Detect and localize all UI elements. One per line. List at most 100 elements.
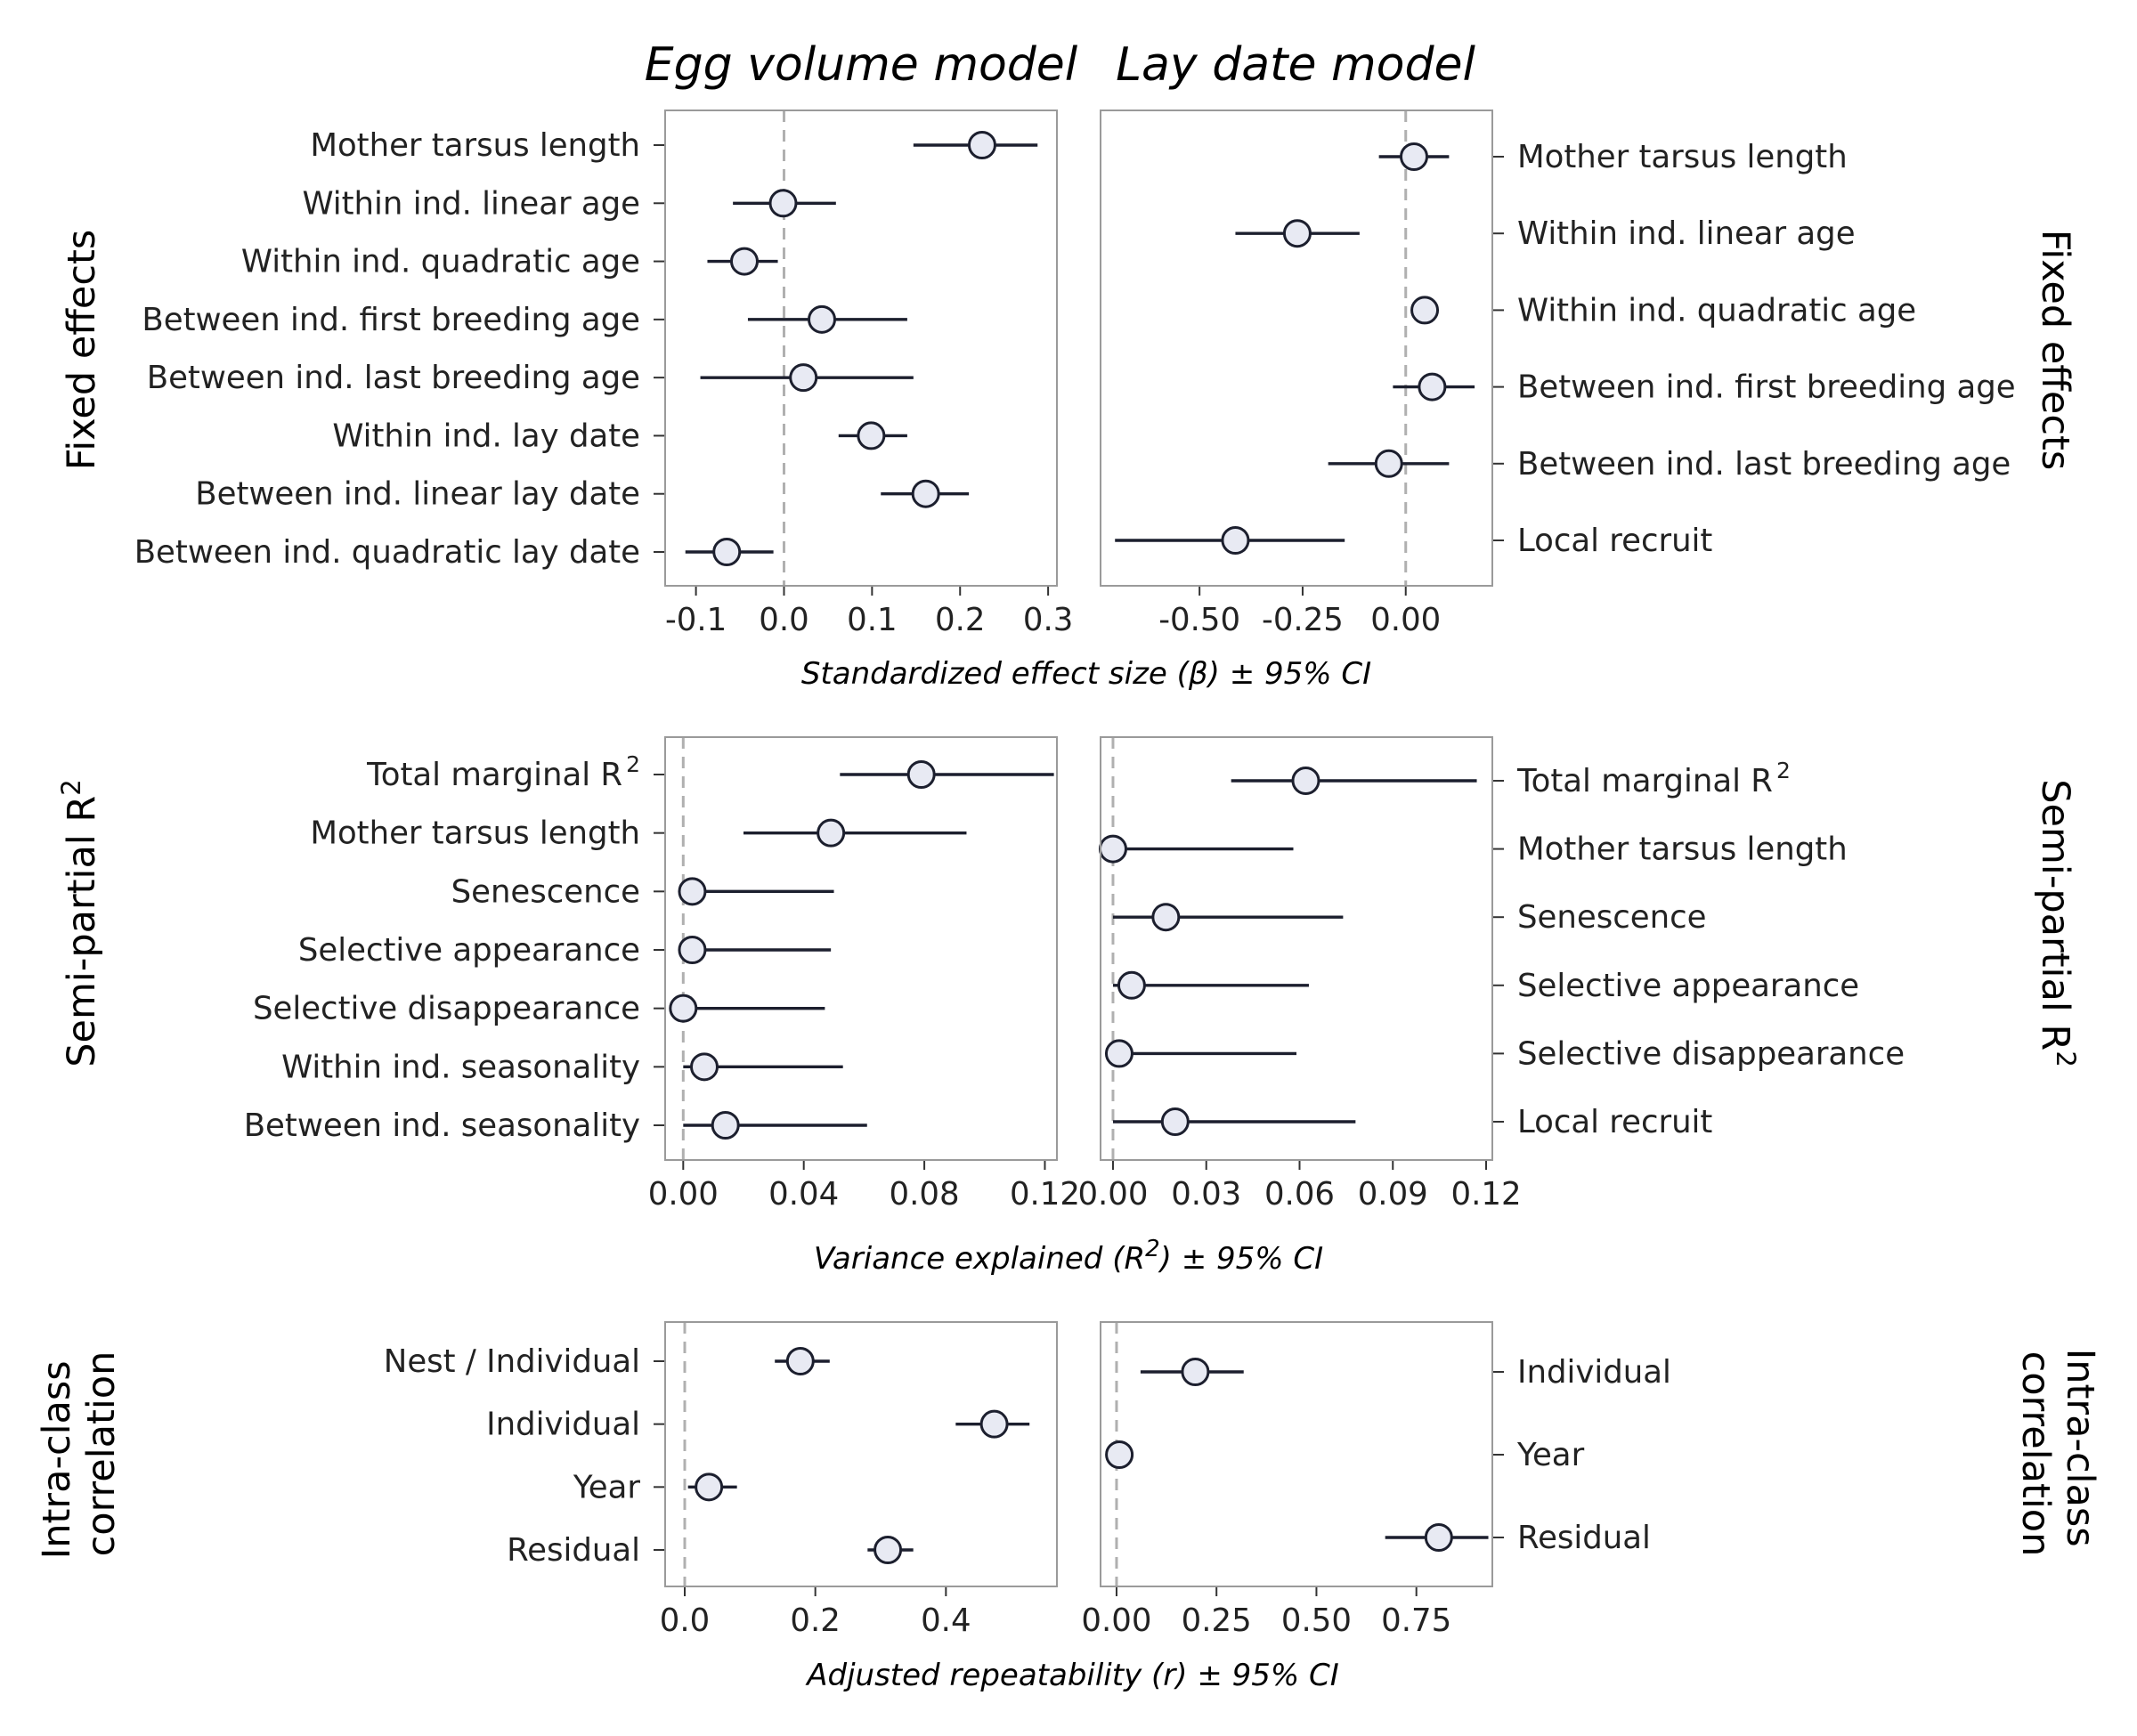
category-label: Within ind. linear age — [302, 185, 640, 222]
category-label: Within ind. lay date — [332, 418, 640, 454]
row-title-icc-right-line2: correlation — [2013, 1351, 2058, 1557]
category-label: Individual — [486, 1407, 640, 1443]
category-label-text: Mother tarsus length — [1517, 831, 1848, 868]
point-estimate — [1374, 449, 1403, 478]
panel-frame — [1100, 1321, 1493, 1587]
point-estimate — [1104, 1039, 1134, 1068]
panels: -0.1 0.0 0.1 0.2 0.3 Mother tarsus length With… — [134, 110, 2016, 1639]
point-estimate — [857, 421, 886, 450]
panel-fixed-effects-egg-volume: -0.1 0.0 0.1 0.2 0.3 Mother tarsus length With… — [134, 110, 1073, 638]
category-label: Mother tarsus length — [1517, 139, 1848, 175]
panel-semi-partial-r2-egg-volume: 0.00 0.04 0.08 0.12 Total marginal R 2 Mother … — [244, 736, 1080, 1213]
col-title-lay-date: Lay date model — [1116, 38, 1475, 92]
point-estimate — [911, 479, 940, 508]
category-label-text: Between ind. last breeding age — [147, 360, 640, 396]
point-estimate — [1117, 970, 1146, 1000]
x-tick-label: 0.1 — [847, 602, 897, 638]
category-label-text: Within ind. linear age — [302, 185, 640, 222]
point-estimate — [906, 760, 936, 789]
point-estimate — [1424, 1523, 1453, 1552]
category-label: Within ind. quadratic age — [1517, 292, 1916, 329]
point-estimate — [817, 818, 846, 848]
point-estimate — [1160, 1107, 1190, 1136]
point-estimate — [1181, 1358, 1210, 1386]
category-label-text: Between ind. first breeding age — [1517, 369, 2016, 406]
panel-frame — [1100, 110, 1493, 587]
x-tick-label: 0.08 — [890, 1176, 960, 1213]
x-tick-label: 0.00 — [1370, 602, 1441, 638]
category-label-text: Senescence — [451, 873, 640, 910]
point-estimate — [695, 1472, 724, 1502]
category-label: Selective disappearance — [253, 991, 640, 1027]
category-label: Selective disappearance — [1517, 1035, 1905, 1072]
category-label: Within ind. quadratic age — [241, 244, 640, 280]
x-tick-label: -0.25 — [1262, 602, 1344, 638]
point-estimate — [873, 1536, 903, 1564]
point-estimate — [669, 994, 698, 1023]
x-tick-label: -0.1 — [665, 602, 727, 638]
point-estimate — [1400, 142, 1428, 171]
panel-intra-class-correlation-lay-date: 0.00 0.25 0.50 0.75 Individual Year Residual — [1081, 1321, 1671, 1639]
category-label-text: Within ind. quadratic age — [1517, 292, 1916, 329]
category-label-text: Local recruit — [1517, 523, 1712, 559]
row-title-semi-partial-right-sup: 2 — [2051, 1051, 2081, 1067]
point-estimate — [690, 1052, 719, 1082]
category-label: Individual — [1517, 1354, 1671, 1391]
point-estimate — [711, 1111, 740, 1140]
x-tick-label: 0.00 — [1081, 1602, 1151, 1639]
category-label: Between ind. first breeding age — [142, 302, 640, 338]
panel-frame — [664, 1321, 1058, 1587]
category-label-text: Year — [573, 1469, 641, 1505]
panel-frame — [1100, 736, 1493, 1161]
category-label-text: Within ind. lay date — [332, 418, 640, 454]
category-label-text: Total marginal R — [1516, 763, 1773, 799]
xlabel-fixed-effects: Standardized effect size (β) ± 95% CI — [801, 656, 1371, 692]
point-estimate — [785, 1347, 815, 1375]
x-tick-label: 0.75 — [1381, 1602, 1451, 1639]
panel-fixed-effects-lay-date: -0.50 -0.25 0.00 Mother tarsus length Within… — [1100, 110, 2016, 638]
category-label: Mother tarsus length — [310, 127, 640, 164]
point-estimate — [768, 189, 798, 218]
point-estimate — [678, 936, 707, 964]
category-label-text: Senescence — [1517, 899, 1706, 936]
category-label: Between ind. quadratic lay date — [134, 534, 640, 571]
category-label: Selective appearance — [1517, 968, 1859, 1004]
point-estimate — [1151, 903, 1181, 932]
category-label-text: Between ind. first breeding age — [142, 302, 640, 338]
category-label: Selective appearance — [298, 932, 640, 969]
category-label-text: Residual — [1517, 1520, 1651, 1556]
category-label-text: Between ind. quadratic lay date — [134, 534, 640, 571]
category-label-text: Within ind. linear age — [1517, 215, 1856, 252]
x-tick-label: 0.00 — [648, 1176, 719, 1213]
category-label-text: Total marginal R — [366, 757, 622, 793]
x-tick-label: 0.3 — [1023, 602, 1073, 638]
category-label: Within ind. seasonality — [281, 1049, 640, 1085]
x-tick-label: 0.12 — [1010, 1176, 1080, 1213]
xlabel-semi-partial-tail: ) ± 95% CI — [1158, 1241, 1324, 1277]
point-estimate — [808, 304, 836, 334]
category-label: Mother tarsus length — [1517, 831, 1848, 868]
x-tick-label: 0.09 — [1358, 1176, 1428, 1213]
point-estimate — [1410, 296, 1440, 325]
point-estimate — [979, 1409, 1009, 1439]
category-label: Between ind. last breeding age — [1517, 446, 2011, 483]
category-label-text: Between ind. last breeding age — [1517, 446, 2011, 483]
col-title-egg-volume: Egg volume model — [645, 38, 1078, 92]
category-label: Within ind. linear age — [1517, 215, 1856, 252]
x-tick-label: 0.2 — [790, 1602, 840, 1639]
category-label: Local recruit — [1517, 1104, 1712, 1140]
x-tick-label: 0.2 — [935, 602, 985, 638]
xlabel-semi-partial-text: Variance explained (R — [814, 1241, 1145, 1277]
category-label: Between ind. seasonality — [244, 1107, 640, 1144]
point-estimate — [789, 363, 818, 393]
category-label: Senescence — [451, 873, 640, 910]
x-tick-label: 0.12 — [1450, 1176, 1521, 1213]
category-label-text: Selective disappearance — [253, 991, 640, 1027]
category-label-text: Selective disappearance — [1517, 1035, 1905, 1072]
point-estimate — [712, 538, 742, 566]
row-title-fixed-effects-left: Fixed effects — [60, 230, 104, 471]
panel-intra-class-correlation-egg-volume: 0.0 0.2 0.4 Nest / Individual Individual Year… — [384, 1321, 1058, 1639]
